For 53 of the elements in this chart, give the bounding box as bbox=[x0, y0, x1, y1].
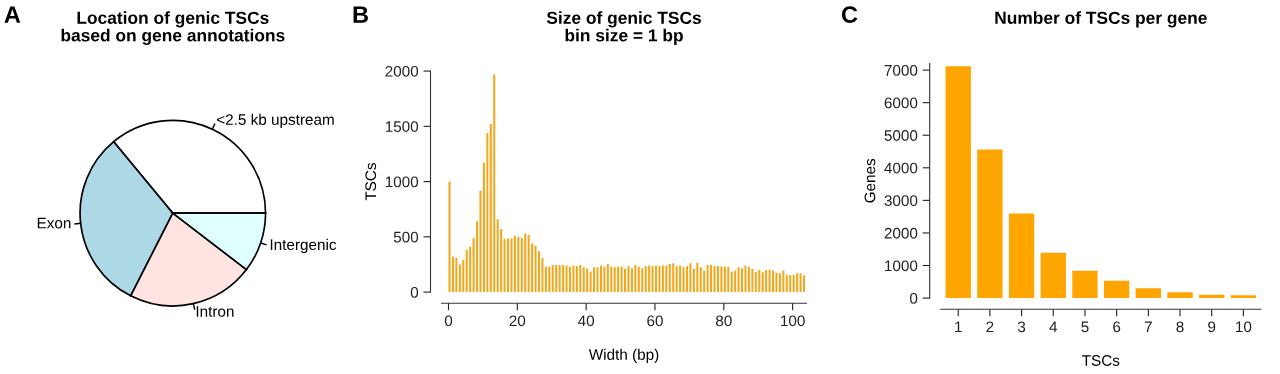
bar bbox=[1103, 280, 1130, 299]
bar bbox=[977, 149, 1003, 299]
y-axis-title: Genes bbox=[864, 158, 876, 203]
text: C bbox=[841, 6, 858, 23]
x-tick-label: 8 bbox=[1176, 321, 1184, 333]
slice-label: Exon bbox=[37, 217, 71, 229]
bar bbox=[1230, 295, 1257, 299]
y-tick-label: 7000 bbox=[884, 64, 918, 76]
chart-title: Size of genic TSCs bin size = 1 bp bbox=[546, 11, 701, 45]
x-tick-label: 7 bbox=[1144, 321, 1152, 333]
x-tick-label: 2 bbox=[986, 321, 994, 333]
slice-label: <2.5 kb upstream bbox=[217, 113, 334, 128]
x-tick-label: 4 bbox=[1049, 321, 1058, 333]
y-tick-label: 500 bbox=[393, 231, 419, 243]
x-tick-label: 10 bbox=[1236, 321, 1252, 333]
bar bbox=[1072, 270, 1098, 299]
bar bbox=[1008, 213, 1035, 299]
y-tick-label: 1500 bbox=[385, 121, 419, 132]
bar bbox=[1199, 294, 1225, 299]
x-tick-label: 100 bbox=[781, 315, 805, 327]
y-tick-label: 6000 bbox=[884, 97, 918, 109]
y-tick-label: 2000 bbox=[884, 227, 918, 239]
y-tick-label: 0 bbox=[410, 286, 419, 298]
y-axis-title: TSCs bbox=[365, 163, 377, 201]
y-tick-label: 2000 bbox=[385, 65, 419, 77]
x-axis-title: Width (bp) bbox=[588, 348, 659, 363]
y-tick-label: 3000 bbox=[884, 195, 918, 207]
y-tick-label: 1000 bbox=[385, 176, 419, 188]
slice-label: Intergenic bbox=[270, 238, 337, 254]
x-tick-label: 80 bbox=[715, 315, 732, 327]
slice-label: Intron bbox=[196, 306, 234, 317]
chart-title: Number of TSCs per gene bbox=[995, 11, 1207, 28]
x-axis-title: TSCs bbox=[1082, 355, 1120, 366]
text: B bbox=[353, 6, 368, 23]
y-tick-label: 4000 bbox=[884, 162, 918, 174]
x-tick-label: 6 bbox=[1113, 321, 1121, 333]
x-tick-label: 20 bbox=[509, 315, 526, 327]
bar bbox=[1135, 288, 1161, 299]
bar bbox=[945, 66, 971, 299]
chart-title: Location of genic TSCs based on gene annotations bbox=[61, 11, 285, 45]
x-tick-label: 40 bbox=[578, 315, 595, 327]
x-tick-label: 0 bbox=[444, 315, 453, 327]
bar bbox=[1167, 292, 1193, 299]
x-tick-label: 60 bbox=[647, 315, 663, 327]
y-tick-label: 1000 bbox=[885, 260, 918, 272]
y-tick-label: 5000 bbox=[884, 130, 918, 141]
bar bbox=[1040, 252, 1066, 299]
text: A bbox=[4, 6, 21, 23]
x-tick-label: 3 bbox=[1017, 321, 1026, 333]
y-tick-label: 0 bbox=[909, 292, 918, 304]
x-tick-label: 1 bbox=[955, 321, 962, 333]
x-tick-label: 9 bbox=[1208, 321, 1216, 333]
x-tick-label: 5 bbox=[1081, 321, 1089, 333]
